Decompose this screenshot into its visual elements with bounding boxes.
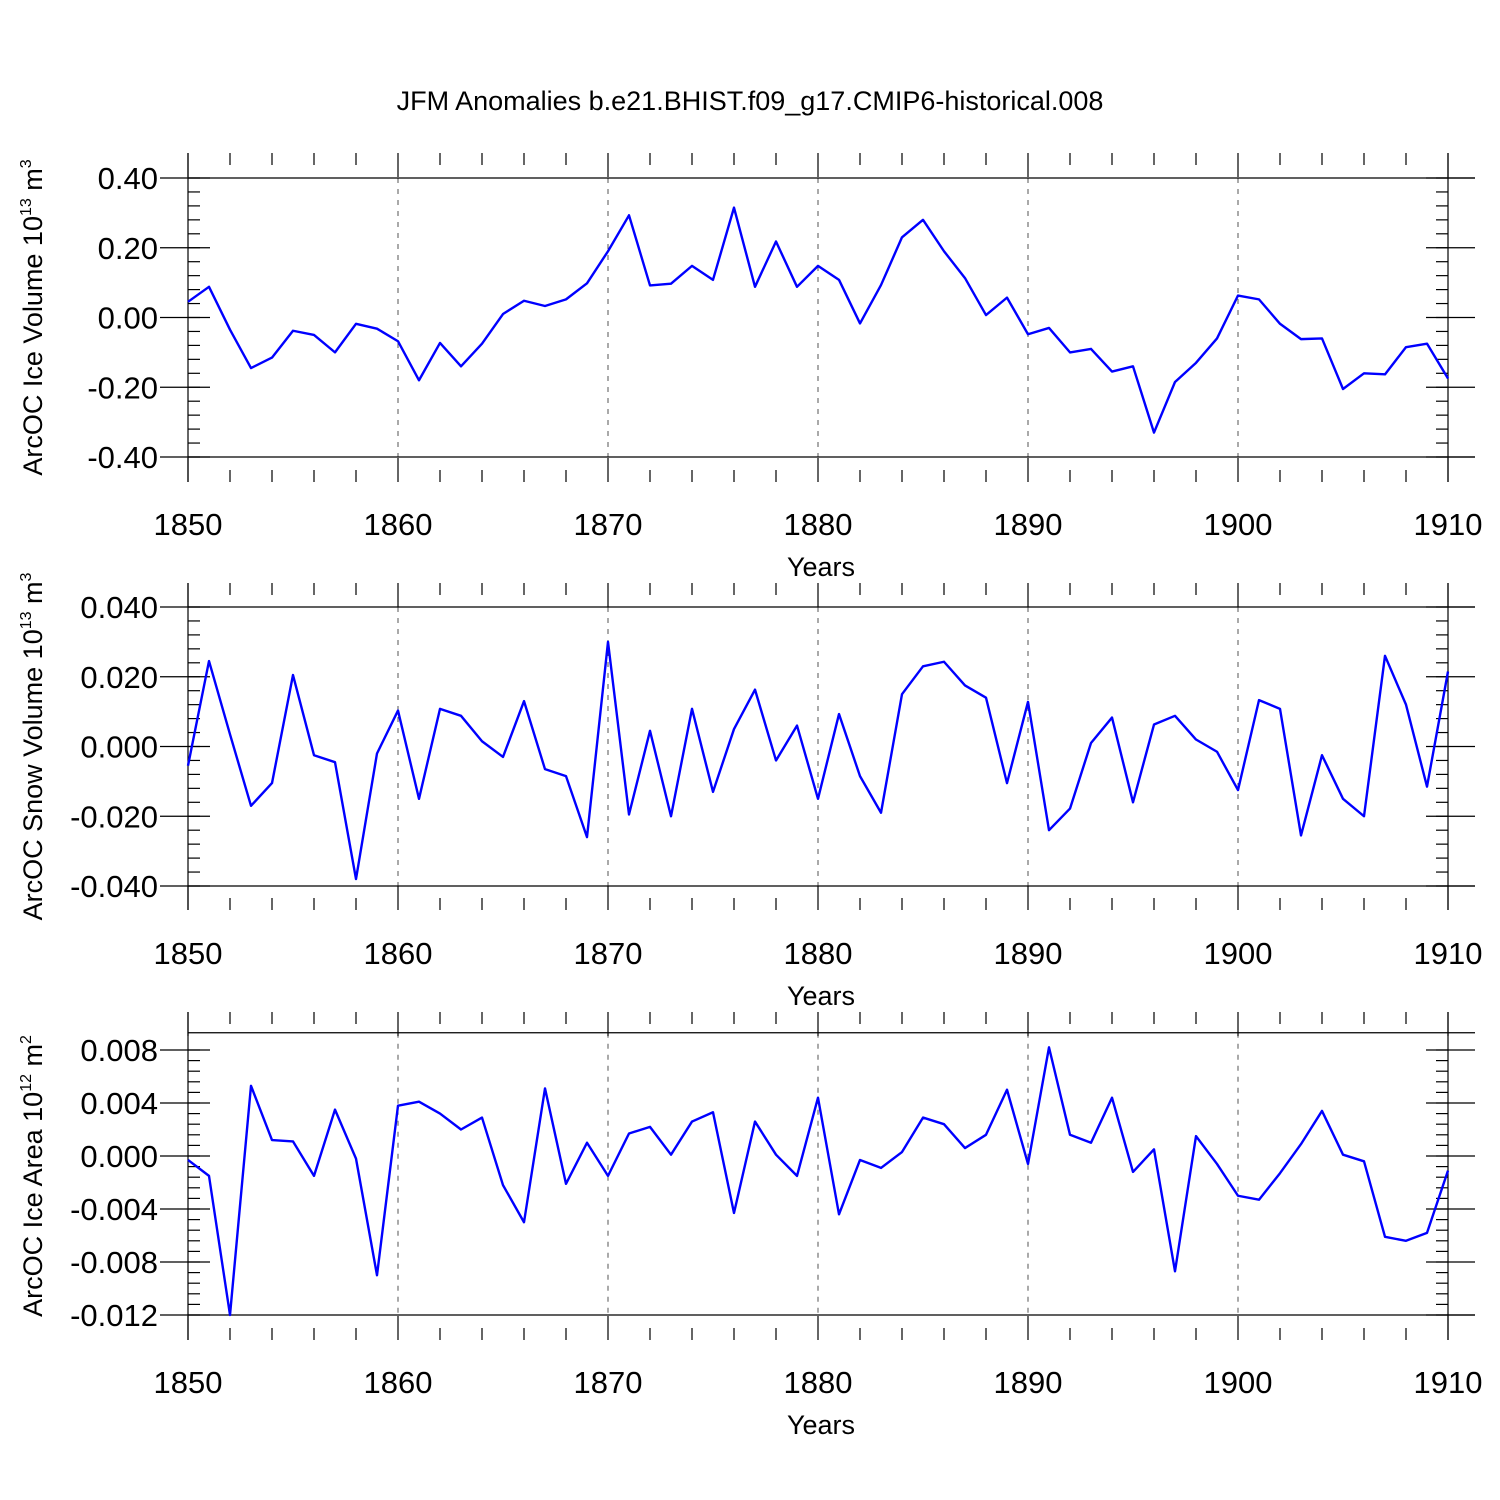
panel-3: 0.008 0.004 0.000 -0.004 -0.008 -0.012 1850 186…	[18, 1012, 1482, 1440]
y-tick-label: 0.008	[80, 1033, 158, 1068]
x-axis-label: Years	[787, 1410, 855, 1440]
x-tick-label: 1890	[994, 507, 1063, 542]
x-tick-label: 1860	[364, 507, 433, 542]
x-tick-label: 1890	[994, 1365, 1063, 1400]
x-tick-label: 1900	[1204, 507, 1273, 542]
y-tick-label: 0.20	[98, 231, 158, 266]
x-tick-label: 1870	[574, 936, 643, 971]
y-tick-label: 0.004	[80, 1086, 158, 1121]
y-tick-label: -0.40	[87, 440, 158, 475]
y-tick-label: -0.008	[70, 1245, 158, 1280]
x-tick-label: 1880	[784, 936, 853, 971]
x-tick-label: 1900	[1204, 1365, 1273, 1400]
x-tick-label: 1910	[1414, 507, 1483, 542]
y-tick-label: -0.040	[70, 869, 158, 904]
y-tick-label: 0.00	[98, 301, 158, 336]
x-axis-label: Years	[787, 552, 855, 582]
y-tick-label: 0.000	[80, 1139, 158, 1174]
series-line	[186, 640, 1450, 881]
y-tick-label: -0.012	[70, 1298, 158, 1333]
y-tick-label: 0.40	[98, 161, 158, 196]
panel-2: 0.040 0.020 0.000 -0.020 -0.040 1850 1860 1870 1…	[18, 572, 1482, 1011]
y-tick-label: 0.020	[80, 660, 158, 695]
y-axis-label: ArcOC Snow Volume 1013 m3	[18, 572, 48, 920]
x-tick-label: 1870	[574, 1365, 643, 1400]
x-tick-label: 1850	[154, 936, 223, 971]
x-tick-label: 1910	[1414, 1365, 1483, 1400]
x-tick-label: 1880	[784, 1365, 853, 1400]
x-tick-label: 1910	[1414, 936, 1483, 971]
x-tick-label: 1850	[154, 1365, 223, 1400]
x-axis-label: Years	[787, 981, 855, 1011]
panel-1: 0.40 0.20 0.00 -0.20 -0.40 1850 1860 1870 1880 18…	[18, 153, 1482, 582]
series-line	[187, 1046, 1450, 1317]
y-tick-label: -0.20	[87, 370, 158, 405]
x-tick-label: 1890	[994, 936, 1063, 971]
y-axis-label: ArcOC Ice Area 1012 m2	[18, 1035, 48, 1317]
x-tick-label: 1880	[784, 507, 853, 542]
y-tick-label: -0.004	[70, 1192, 158, 1227]
figure-title: JFM Anomalies b.e21.BHIST.f09_g17.CMIP6-…	[397, 86, 1104, 116]
x-tick-label: 1860	[364, 936, 433, 971]
y-axis-label: ArcOC Ice Volume 1013 m3	[18, 159, 48, 475]
y-tick-label: 0.040	[80, 590, 158, 625]
y-tick-label: 0.000	[80, 730, 158, 765]
series-line	[187, 206, 1450, 434]
x-tick-label: 1860	[364, 1365, 433, 1400]
panels: 0.40 0.20 0.00 -0.20 -0.40 1850 1860 1870 1880 18…	[18, 153, 1482, 1440]
x-tick-label: 1900	[1204, 936, 1273, 971]
x-tick-label: 1850	[154, 507, 223, 542]
y-tick-label: -0.020	[70, 799, 158, 834]
x-tick-label: 1870	[574, 507, 643, 542]
